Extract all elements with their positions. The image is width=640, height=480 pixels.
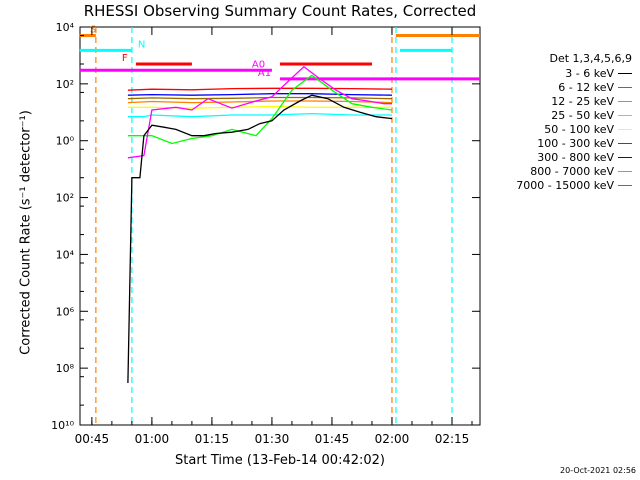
- series-line: [127, 112, 392, 118]
- flag-label: A1: [258, 68, 271, 79]
- legend-item: 800 - 7000 keV: [484, 165, 632, 179]
- series-line: [127, 65, 392, 159]
- y-tick-label: 10⁸: [56, 362, 75, 375]
- flag-label: F: [122, 53, 128, 64]
- legend-label: 12 - 25 keV: [551, 94, 614, 108]
- legend: Det 1,3,4,5,6,9 3 - 6 keV 6 - 12 keV 12 - …: [484, 52, 632, 193]
- legend-swatch: [618, 114, 632, 116]
- timestamp: 20-Oct-2021 02:56: [560, 466, 636, 475]
- legend-item: 7000 - 15000 keV: [484, 179, 632, 193]
- legend-swatch: [618, 143, 632, 145]
- legend-header: Det 1,3,4,5,6,9: [549, 52, 632, 65]
- legend-label: 25 - 50 keV: [551, 108, 614, 122]
- series-line: [127, 100, 393, 104]
- legend-swatch: [618, 86, 632, 88]
- legend-swatch: [618, 128, 632, 130]
- series-line: [127, 94, 393, 384]
- legend-item: 50 - 100 keV: [484, 122, 632, 136]
- legend-swatch: [618, 157, 632, 159]
- legend-label: 50 - 100 keV: [544, 122, 614, 136]
- series-line: [127, 96, 393, 100]
- legend-item: 25 - 50 keV: [484, 108, 632, 122]
- y-tick-label: 10¹⁰: [51, 419, 74, 432]
- legend-item: 3 - 6 keV: [484, 66, 632, 80]
- y-tick-label: 10²: [56, 78, 74, 91]
- legend-swatch: [618, 185, 632, 187]
- plot-area: [79, 26, 481, 426]
- legend-label: 7000 - 15000 keV: [516, 179, 614, 193]
- legend-swatch: [618, 72, 632, 74]
- legend-label: 800 - 7000 keV: [530, 165, 614, 179]
- chart-title: RHESSI Observing Summary Count Rates, Co…: [83, 2, 477, 20]
- flag-label: N: [138, 39, 145, 50]
- y-tick-label: 10⁶: [56, 305, 75, 318]
- legend-swatch: [618, 171, 632, 173]
- x-tick-label: 01:30: [255, 432, 290, 446]
- legend-label: 300 - 800 keV: [537, 151, 614, 165]
- y-tick-label: 10⁴: [56, 248, 75, 261]
- legend-label: 3 - 6 keV: [565, 66, 614, 80]
- legend-label: 100 - 300 keV: [537, 137, 614, 151]
- x-axis-label: Start Time (13-Feb-14 00:42:02): [175, 453, 385, 468]
- legend-swatch: [618, 100, 632, 102]
- x-tick-label: 02:00: [375, 432, 410, 446]
- legend-item: 12 - 25 keV: [484, 94, 632, 108]
- x-tick-label: 02:15: [435, 432, 470, 446]
- series-line: [127, 74, 393, 145]
- legend-item: 300 - 800 keV: [484, 151, 632, 165]
- y-tick-label: 10⁰: [56, 135, 75, 148]
- legend-item: 100 - 300 keV: [484, 136, 632, 150]
- x-tick-label: 01:00: [135, 432, 170, 446]
- series-line: [127, 93, 393, 96]
- flag-label: A0: [252, 59, 265, 70]
- y-tick-label: 10²: [56, 192, 74, 205]
- y-axis-label: Corrected Count Rate (s⁻¹ detector⁻¹): [18, 110, 34, 355]
- series-line: [127, 87, 393, 91]
- x-tick-label: 01:45: [315, 432, 350, 446]
- legend-item: 6 - 12 keV: [484, 80, 632, 94]
- legend-label: 6 - 12 keV: [558, 80, 614, 94]
- x-tick-label: 00:45: [75, 432, 110, 446]
- x-tick-label: 01:15: [195, 432, 230, 446]
- y-tick-label: 10⁴: [56, 21, 75, 34]
- flag-label: S: [90, 25, 96, 36]
